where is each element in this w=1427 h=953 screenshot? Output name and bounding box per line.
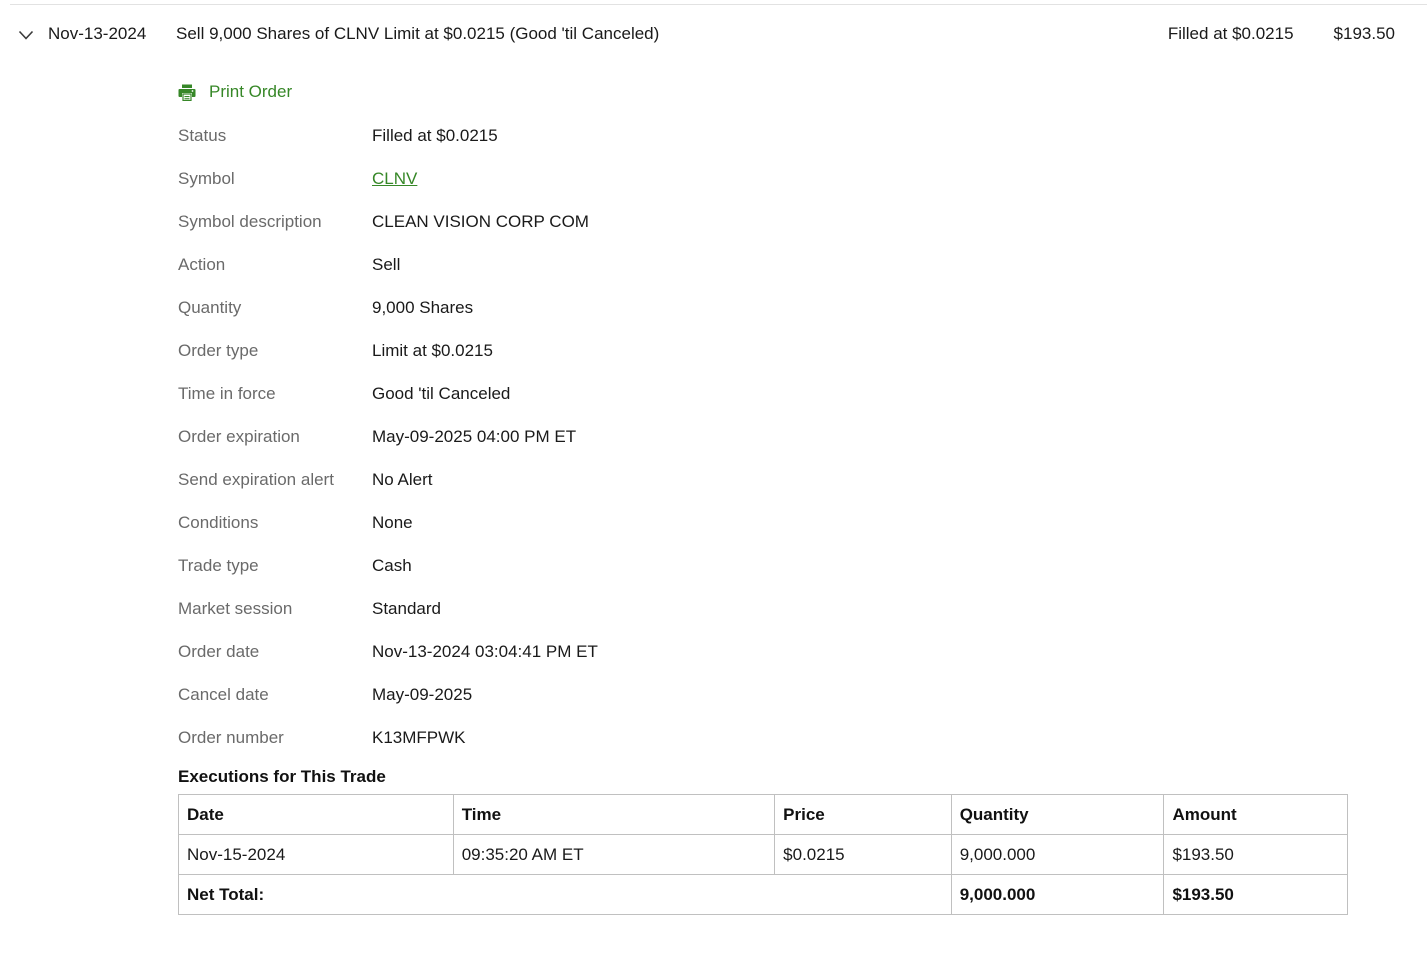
- detail-label: Order expiration: [178, 427, 300, 446]
- detail-label: Quantity: [178, 298, 242, 317]
- detail-value: Filled at $0.0215: [372, 126, 498, 145]
- detail-label: Status: [178, 126, 227, 145]
- detail-value: Sell: [372, 255, 401, 274]
- execution-cell: $0.0215: [774, 834, 952, 875]
- top-divider: [10, 4, 1427, 5]
- execution-cell: 9,000.000: [950, 834, 1165, 875]
- execution-cell: Nov-15-2024: [178, 834, 454, 875]
- executions-body: Nov-15-2024 09:35:20 AM ET $0.0215 9,000.00…: [178, 834, 1348, 915]
- symbol-link[interactable]: CLNV: [372, 169, 418, 188]
- executions-title: Executions for This Trade: [178, 767, 386, 786]
- net-total-quantity: 9,000.000: [950, 874, 1165, 915]
- detail-row: Send expiration alert No Alert: [178, 465, 1427, 494]
- execution-row: Nov-15-2024 09:35:20 AM ET $0.0215 9,000.00…: [178, 834, 1348, 875]
- detail-value: Cash: [372, 556, 412, 575]
- detail-row: Conditions None: [178, 508, 1427, 537]
- order-amount: $193.50: [1333, 24, 1395, 43]
- print-order-label: Print Order: [209, 82, 293, 101]
- detail-label: Conditions: [178, 513, 259, 532]
- detail-row: Market session Standard: [178, 594, 1427, 623]
- detail-row: Status Filled at $0.0215: [178, 121, 1427, 150]
- order-header-row[interactable]: Nov-13-2024 Sell 9,000 Shares of CLNV Li…: [0, 0, 1427, 43]
- executions-table: Date Time Price Quantity Amount Nov-15-2…: [178, 794, 1348, 915]
- detail-label: Cancel date: [178, 685, 269, 704]
- detail-value: CLEAN VISION CORP COM: [372, 212, 589, 231]
- detail-label: Action: [178, 255, 226, 274]
- detail-value: K13MFPWK: [372, 728, 466, 747]
- order-details: Status Filled at $0.0215 Symbol CLNV Sym…: [178, 121, 1427, 752]
- print-order-link[interactable]: Print Order: [178, 82, 292, 102]
- detail-label: Order type: [178, 341, 259, 360]
- detail-row: Time in force Good 'til Canceled: [178, 379, 1427, 408]
- chevron-down-icon[interactable]: [18, 27, 34, 40]
- executions-column-header: Time: [452, 794, 776, 835]
- order-fill-status: Filled at $0.0215: [1167, 24, 1294, 43]
- detail-label: Order number: [178, 728, 284, 747]
- execution-cell: $193.50: [1163, 834, 1348, 875]
- execution-cell: 09:35:20 AM ET: [452, 834, 776, 875]
- detail-row: Symbol CLNV: [178, 164, 1427, 193]
- detail-value: May-09-2025: [372, 685, 473, 704]
- detail-value: Standard: [372, 599, 441, 618]
- detail-row: Trade type Cash: [178, 551, 1427, 580]
- net-total-label: Net Total:: [178, 874, 952, 915]
- detail-row: Cancel date May-09-2025: [178, 680, 1427, 709]
- detail-label: Send expiration alert: [178, 470, 334, 489]
- detail-label: Order date: [178, 642, 260, 661]
- executions-column-header: Quantity: [950, 794, 1165, 835]
- order-detail-panel: Print Order Status Filled at $0.0215 Sym…: [0, 82, 1427, 915]
- detail-label: Symbol description: [178, 212, 322, 231]
- order-title: Sell 9,000 Shares of CLNV Limit at $0.02…: [176, 24, 660, 43]
- order-date-header: Nov-13-2024: [48, 24, 147, 43]
- detail-value: Good 'til Canceled: [372, 384, 511, 403]
- detail-value: Limit at $0.0215: [372, 341, 493, 360]
- detail-value: No Alert: [372, 470, 433, 489]
- detail-row: Order number K13MFPWK: [178, 723, 1427, 752]
- detail-label: Market session: [178, 599, 293, 618]
- executions-column-header: Date: [178, 794, 454, 835]
- detail-value: None: [372, 513, 413, 532]
- detail-label: Symbol: [178, 169, 235, 188]
- detail-row: Symbol description CLEAN VISION CORP COM: [178, 207, 1427, 236]
- detail-row: Order expiration May-09-2025 04:00 PM ET: [178, 422, 1427, 451]
- detail-label: Time in force: [178, 384, 276, 403]
- executions-column-header: Amount: [1163, 794, 1348, 835]
- detail-row: Order date Nov-13-2024 03:04:41 PM ET: [178, 637, 1427, 666]
- detail-row: Quantity 9,000 Shares: [178, 293, 1427, 322]
- detail-value: May-09-2025 04:00 PM ET: [372, 427, 577, 446]
- detail-value: 9,000 Shares: [372, 298, 474, 317]
- detail-row: Action Sell: [178, 250, 1427, 279]
- detail-label: Trade type: [178, 556, 259, 575]
- net-total-amount: $193.50: [1163, 874, 1348, 915]
- executions-header-row: Date Time Price Quantity Amount: [178, 794, 1348, 835]
- executions-column-header: Price: [774, 794, 952, 835]
- detail-row: Order type Limit at $0.0215: [178, 336, 1427, 365]
- net-total-row: Net Total: 9,000.000 $193.50: [178, 874, 1348, 915]
- detail-value: Nov-13-2024 03:04:41 PM ET: [372, 642, 598, 661]
- printer-icon: [178, 84, 196, 101]
